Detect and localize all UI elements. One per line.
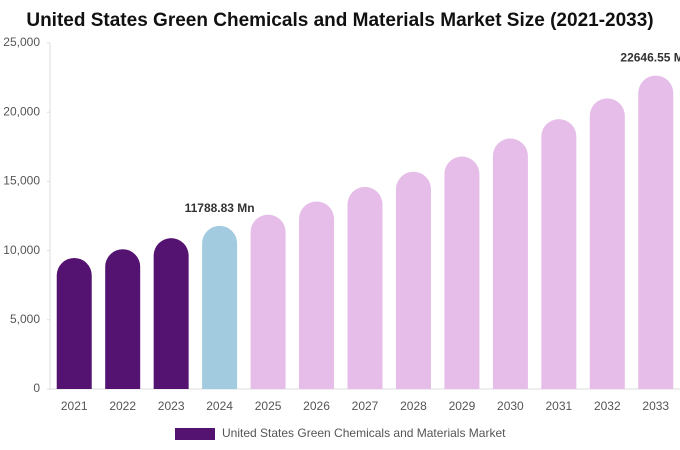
x-tick-label: 2026 <box>303 399 330 413</box>
bar <box>444 156 480 389</box>
y-tick-label: 20,000 <box>3 104 40 118</box>
x-tick-label: 2024 <box>206 399 233 413</box>
x-tick-label: 2022 <box>109 399 136 413</box>
y-tick-label: 15,000 <box>3 174 40 188</box>
bar <box>638 75 674 389</box>
x-tick-label: 2030 <box>497 399 524 413</box>
bar <box>202 225 238 389</box>
y-tick-label: 5,000 <box>10 312 40 326</box>
bar <box>56 257 92 389</box>
legend-swatch <box>175 428 215 440</box>
x-tick-label: 2023 <box>158 399 185 413</box>
x-tick-label: 2029 <box>449 399 476 413</box>
bar <box>153 238 189 389</box>
x-tick-label: 2021 <box>61 399 88 413</box>
y-tick-label: 25,000 <box>3 35 40 49</box>
x-tick-label: 2031 <box>545 399 572 413</box>
bar <box>541 119 577 389</box>
value-label: 11788.83 Mn <box>185 201 255 215</box>
bar <box>492 138 528 389</box>
y-tick-label: 0 <box>33 381 40 395</box>
bar <box>299 201 335 389</box>
y-tick-label: 10,000 <box>3 243 40 257</box>
x-tick-label: 2027 <box>352 399 379 413</box>
x-tick-label: 2025 <box>255 399 282 413</box>
x-tick-label: 2033 <box>642 399 669 413</box>
bar <box>395 171 431 389</box>
bar <box>347 186 383 389</box>
x-tick-label: 2028 <box>400 399 427 413</box>
legend-label: United States Green Chemicals and Materi… <box>222 426 506 440</box>
bar <box>105 249 141 389</box>
bar <box>589 98 625 390</box>
x-tick-label: 2032 <box>594 399 621 413</box>
value-label: 22646.55 Mn <box>620 51 680 65</box>
chart-title: United States Green Chemicals and Materi… <box>26 10 653 31</box>
bar <box>250 214 286 389</box>
